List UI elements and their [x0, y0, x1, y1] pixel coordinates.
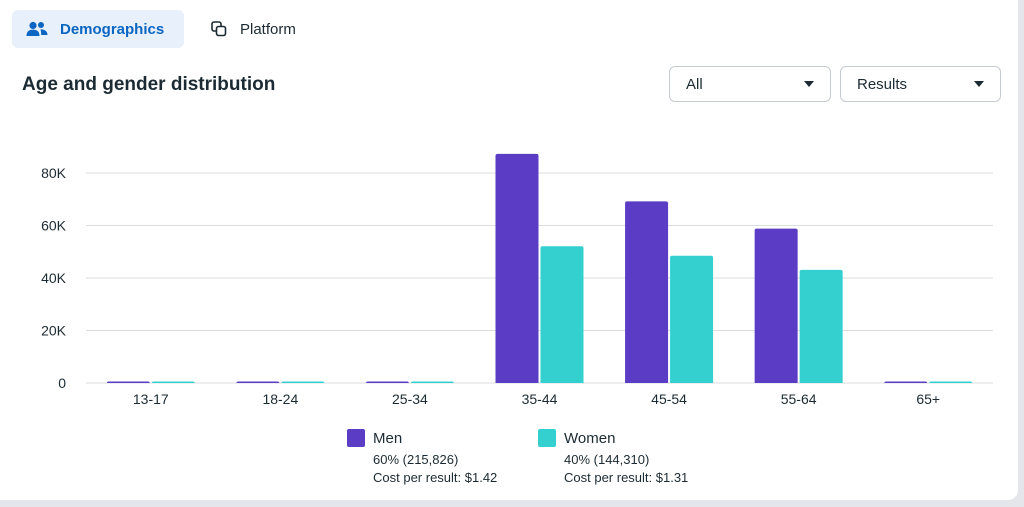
bar-women-45-54: [670, 255, 714, 383]
bar-women-65+: [929, 381, 973, 384]
y-tick-label: 80K: [41, 165, 67, 181]
legend-label: Men: [373, 430, 403, 447]
y-tick-label: 20K: [41, 323, 67, 339]
x-tick-label: 35-44: [522, 391, 558, 407]
legend-cost: Cost per result: $1.31: [564, 470, 689, 485]
bar-women-18-24: [281, 381, 325, 384]
legend-share: 60% (215,826): [373, 452, 459, 467]
legend-swatch-women: [538, 429, 556, 447]
audience-dropdown[interactable]: All: [669, 66, 831, 102]
x-tick-label: 55-64: [781, 391, 817, 407]
legend-swatch-men: [347, 429, 365, 447]
x-tick-label: 65+: [916, 391, 940, 407]
bar-men-65+: [884, 381, 928, 384]
bar-men-25-34: [365, 381, 409, 384]
bar-women-25-34: [410, 381, 454, 384]
bar-men-13-17: [106, 381, 150, 384]
platform-icon: [210, 20, 228, 38]
x-tick-label: 25-34: [392, 391, 428, 407]
bar-men-45-54: [625, 201, 669, 383]
dropdown-value: All: [686, 75, 703, 93]
bar-women-55-64: [799, 269, 843, 383]
caret-down-icon: [804, 81, 814, 87]
people-icon: [26, 21, 48, 37]
bar-chart: 0 20K 40K 60K 80K 13-17 18-24 25-34 35-44 45-54 55…: [41, 153, 993, 407]
y-tick-label: 0: [58, 375, 66, 391]
x-tick-label: 13-17: [133, 391, 169, 407]
bar-men-18-24: [236, 381, 280, 384]
y-tick-label: 60K: [41, 218, 67, 234]
legend-share: 40% (144,310): [564, 452, 650, 467]
caret-down-icon: [974, 81, 984, 87]
tab-platform[interactable]: Platform: [196, 10, 326, 48]
bar-men-55-64: [754, 228, 798, 383]
section-title: Age and gender distribution: [22, 74, 276, 95]
dropdown-value: Results: [857, 75, 908, 93]
y-tick-label: 40K: [41, 270, 67, 286]
legend-label: Women: [564, 430, 616, 447]
legend-cost: Cost per result: $1.42: [373, 470, 498, 485]
tab-demographics[interactable]: Demographics: [12, 10, 184, 48]
x-tick-label: 45-54: [651, 391, 687, 407]
bar-women-13-17: [151, 381, 195, 384]
bar-men-35-44: [495, 153, 539, 383]
tab-label: Platform: [240, 20, 296, 38]
bar-women-35-44: [540, 246, 584, 383]
metric-dropdown[interactable]: Results: [840, 66, 1001, 102]
tab-label: Demographics: [60, 20, 165, 38]
x-tick-label: 18-24: [262, 391, 298, 407]
